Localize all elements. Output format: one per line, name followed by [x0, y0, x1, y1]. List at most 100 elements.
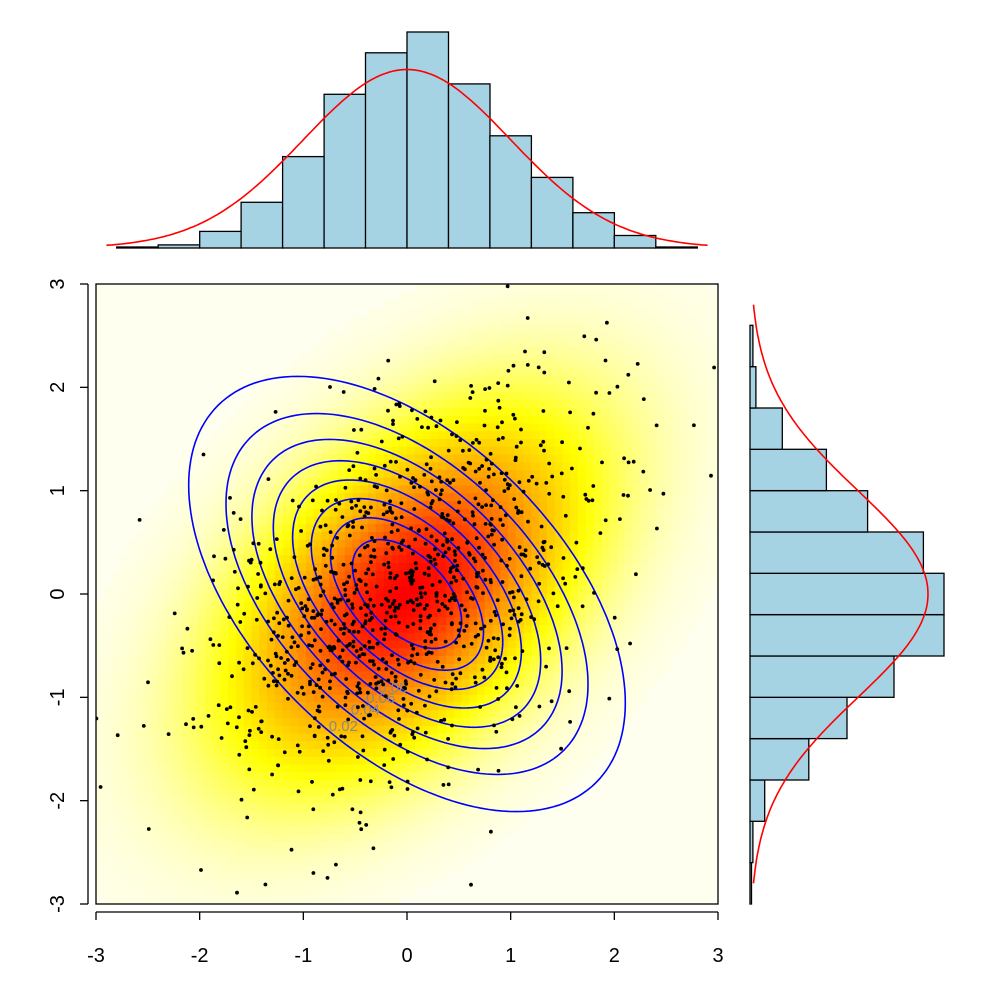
density-cell	[616, 299, 626, 308]
density-cell	[368, 470, 377, 479]
density-cell	[235, 462, 245, 471]
density-cell	[391, 803, 400, 812]
density-cell	[655, 547, 665, 556]
density-cell	[539, 384, 548, 394]
density-cell	[134, 694, 144, 704]
density-cell	[103, 741, 113, 750]
density-cell	[632, 338, 641, 347]
density-cell	[305, 648, 315, 657]
density-cell	[352, 617, 361, 626]
density-cell	[150, 795, 159, 804]
density-cell	[204, 842, 214, 851]
density-cell	[648, 377, 657, 386]
density-cell	[445, 586, 455, 595]
density-cell	[616, 477, 626, 487]
density-cell	[562, 547, 571, 556]
density-cell	[360, 772, 369, 781]
density-cell	[165, 625, 175, 634]
density-cell	[508, 493, 517, 502]
density-cell	[181, 741, 190, 750]
density-cell	[375, 423, 385, 432]
density-cell	[329, 849, 338, 859]
density-cell	[632, 516, 641, 525]
density-cell	[515, 601, 525, 611]
density-cell	[671, 284, 680, 293]
density-cell	[484, 485, 494, 494]
density-cell	[375, 780, 385, 789]
density-cell	[337, 756, 346, 766]
density-cell	[305, 400, 315, 409]
density-cell	[329, 842, 338, 851]
density-cell	[445, 322, 455, 332]
density-cell	[142, 516, 152, 525]
density-cell	[212, 648, 222, 657]
density-cell	[352, 888, 361, 897]
density-cell	[368, 330, 377, 339]
density-cell	[337, 508, 346, 518]
density-cell	[632, 361, 641, 370]
density-cell	[243, 702, 253, 711]
density-cell	[383, 322, 393, 332]
density-cell	[298, 617, 307, 626]
density-cell	[438, 555, 447, 564]
density-cell	[570, 346, 579, 355]
density-cell	[500, 330, 509, 339]
density-cell	[593, 423, 602, 432]
density-cell	[360, 400, 369, 409]
density-cell	[313, 477, 323, 487]
density-cell	[290, 532, 299, 541]
density-cell	[438, 834, 447, 843]
density-cell	[344, 795, 354, 804]
density-cell	[508, 617, 517, 626]
density-cell	[453, 369, 463, 378]
density-cell	[539, 501, 548, 510]
density-cell	[585, 400, 595, 409]
density-cell	[578, 547, 587, 556]
density-cell	[554, 725, 564, 735]
density-cell	[461, 299, 470, 308]
density-cell	[585, 648, 595, 657]
density-cell	[624, 679, 634, 688]
density-cell	[515, 694, 525, 704]
density-cell	[578, 315, 587, 324]
density-cell	[492, 454, 501, 463]
density-cell	[383, 880, 393, 890]
density-cell	[235, 632, 245, 642]
density-cell	[694, 369, 704, 378]
density-cell	[616, 392, 626, 401]
density-cell	[562, 423, 571, 432]
density-cell	[422, 353, 431, 363]
density-cell	[578, 516, 587, 525]
density-cell	[686, 485, 696, 494]
density-cell	[344, 756, 354, 766]
density-cell	[282, 795, 291, 804]
density-cell	[344, 718, 354, 727]
density-cell	[173, 477, 183, 487]
density-cell	[609, 725, 618, 735]
density-cell	[469, 547, 478, 556]
density-cell	[298, 493, 307, 502]
density-cell	[585, 377, 595, 386]
density-cell	[702, 291, 711, 301]
density-cell	[422, 431, 431, 440]
density-cell	[554, 671, 564, 680]
density-cell	[686, 454, 696, 463]
density-cell	[461, 369, 470, 378]
density-cell	[158, 694, 167, 704]
density-cell	[407, 787, 416, 797]
density-cell	[585, 346, 595, 355]
density-cell	[134, 625, 144, 634]
density-cell	[212, 710, 222, 719]
density-cell	[267, 834, 276, 843]
density-cell	[251, 725, 260, 735]
density-cell	[476, 842, 486, 851]
density-cell	[609, 353, 618, 363]
density-cell	[570, 493, 579, 502]
density-cell	[453, 702, 463, 711]
density-cell	[243, 803, 253, 812]
density-cell	[259, 594, 268, 603]
density-cell	[500, 764, 509, 773]
density-cell	[453, 578, 463, 587]
density-cell	[422, 392, 431, 401]
density-cell	[686, 563, 696, 572]
